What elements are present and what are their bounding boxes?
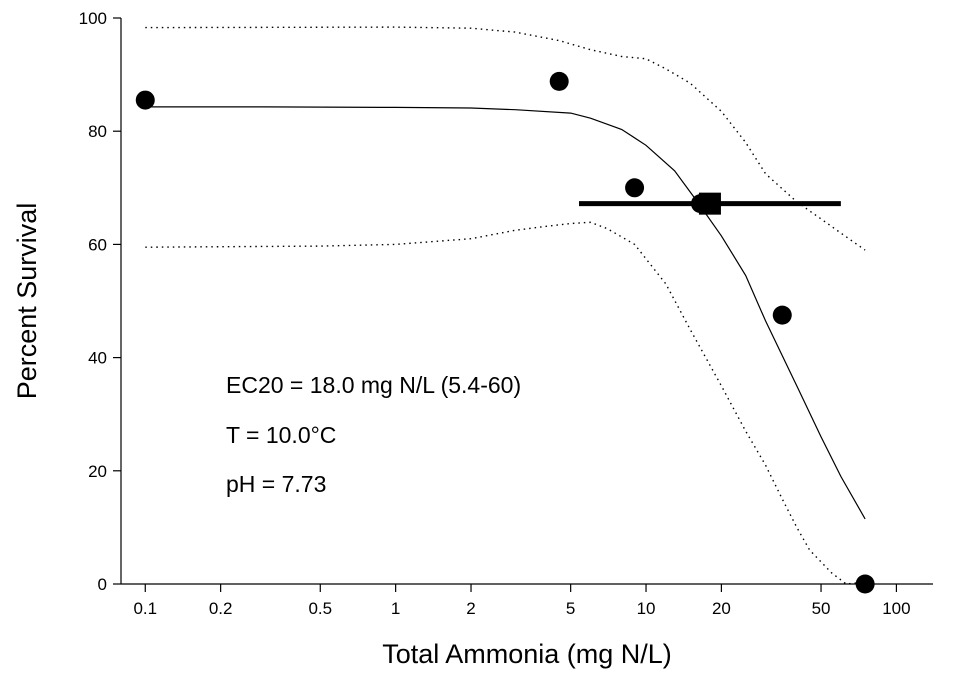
y-axis-title: Percent Survival bbox=[12, 203, 42, 400]
x-tick-label: 1 bbox=[391, 599, 400, 618]
y-tick-label: 0 bbox=[98, 575, 107, 594]
plot-area: 0 20 40 60 80 100 0.1 0.2 0.5 1 2 5 10 20 50 100 bbox=[79, 9, 933, 618]
x-tick-label: 5 bbox=[566, 599, 575, 618]
y-tick-label: 40 bbox=[88, 349, 107, 368]
x-tick-label: 100 bbox=[882, 599, 910, 618]
data-point bbox=[625, 178, 645, 198]
x-tick-label: 10 bbox=[637, 599, 656, 618]
y-tick-label: 60 bbox=[88, 235, 107, 254]
x-tick-label: 0.1 bbox=[133, 599, 157, 618]
data-point bbox=[855, 574, 875, 594]
confidence-lower-line bbox=[145, 221, 866, 585]
x-tick-label: 0.5 bbox=[308, 599, 332, 618]
x-axis-ticks: 0.1 0.2 0.5 1 2 5 10 20 50 100 bbox=[133, 584, 911, 618]
confidence-upper-line bbox=[145, 26, 866, 251]
annotation-ph: pH = 7.73 bbox=[226, 471, 326, 497]
x-tick-label: 50 bbox=[812, 599, 831, 618]
data-points bbox=[135, 71, 875, 594]
y-tick-label: 100 bbox=[79, 9, 107, 28]
y-tick-label: 80 bbox=[88, 122, 107, 141]
x-tick-label: 20 bbox=[712, 599, 731, 618]
fitted-curve bbox=[145, 106, 866, 520]
data-point bbox=[772, 305, 792, 325]
data-point bbox=[549, 71, 569, 91]
data-point bbox=[690, 194, 710, 214]
x-axis-title: Total Ammonia (mg N/L) bbox=[382, 639, 672, 669]
annotation-ec20: EC20 = 18.0 mg N/L (5.4-60) bbox=[226, 372, 521, 398]
y-tick-label: 20 bbox=[88, 462, 107, 481]
x-tick-label: 0.2 bbox=[209, 599, 233, 618]
annotation-temperature: T = 10.0°C bbox=[226, 422, 336, 448]
y-axis-ticks: 0 20 40 60 80 100 bbox=[79, 9, 121, 594]
data-point bbox=[135, 90, 155, 110]
x-tick-label: 2 bbox=[466, 599, 475, 618]
